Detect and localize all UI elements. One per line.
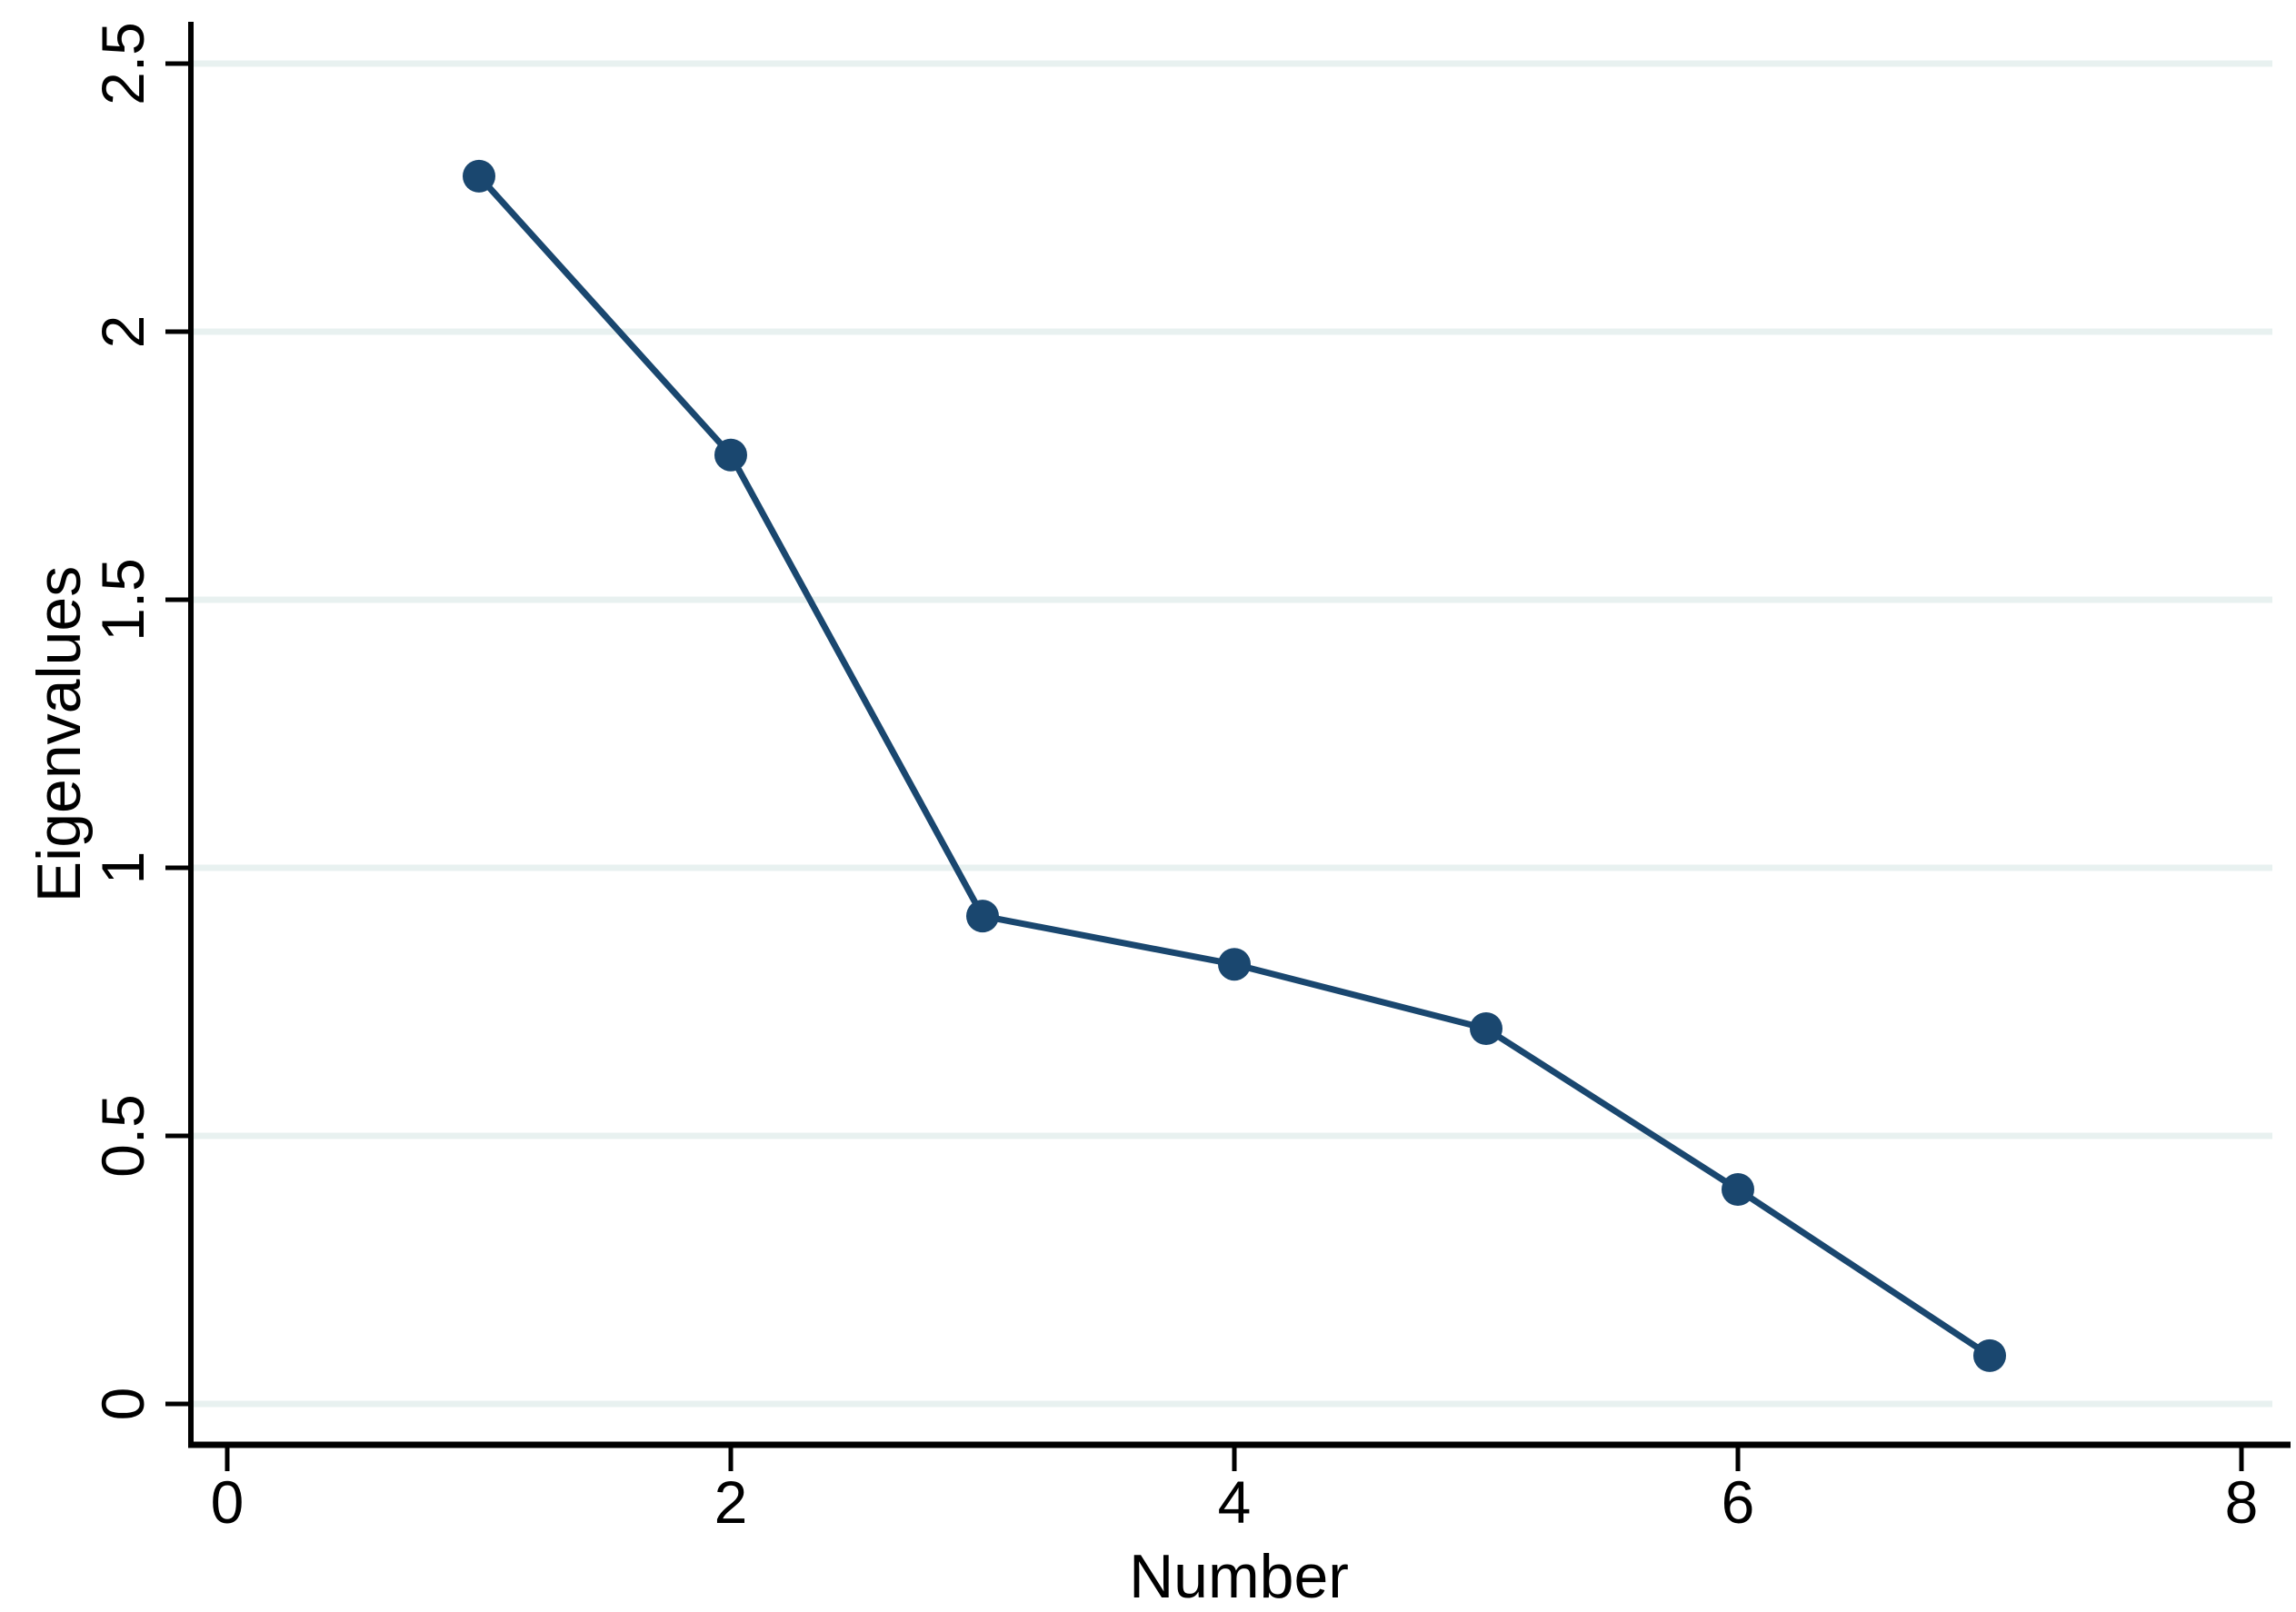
- data-point-3: [966, 900, 999, 933]
- data-point-6: [1722, 1173, 1754, 1206]
- x-tick-label-8: 8: [2225, 1468, 2259, 1536]
- y-axis-title: Eigenvalues: [25, 566, 94, 902]
- data-point-5: [1470, 1012, 1502, 1045]
- y-tick-label-0: 0: [89, 1388, 156, 1421]
- y-tick-label-0.5: 0.5: [89, 1094, 156, 1178]
- x-tick-label-4: 4: [1218, 1468, 1252, 1536]
- x-tick-label-0: 0: [211, 1468, 245, 1536]
- y-tick-label-2.5: 2.5: [89, 22, 156, 105]
- data-point-4: [1218, 948, 1251, 981]
- y-tick-label-1.5: 1.5: [89, 558, 156, 642]
- y-tick-label-1: 1: [89, 851, 156, 885]
- x-tick-label-6: 6: [1722, 1468, 1755, 1536]
- data-point-1: [463, 159, 495, 193]
- x-tick-label-2: 2: [714, 1468, 748, 1536]
- eigenvalue-series: [463, 159, 2006, 1372]
- data-point-2: [714, 438, 747, 472]
- axis-ticks: [165, 61, 2244, 1471]
- axes: [188, 22, 2291, 1448]
- x-axis-title: Number: [1129, 1542, 1349, 1611]
- data-point-7: [1973, 1338, 2006, 1372]
- gridlines: [194, 60, 2272, 1408]
- y-tick-label-2: 2: [89, 315, 156, 349]
- axis-tick-labels: 0 0.5 1 1.5 2 2.5 0 2 4 6 8: [89, 22, 2258, 1536]
- series-line: [475, 173, 1993, 1359]
